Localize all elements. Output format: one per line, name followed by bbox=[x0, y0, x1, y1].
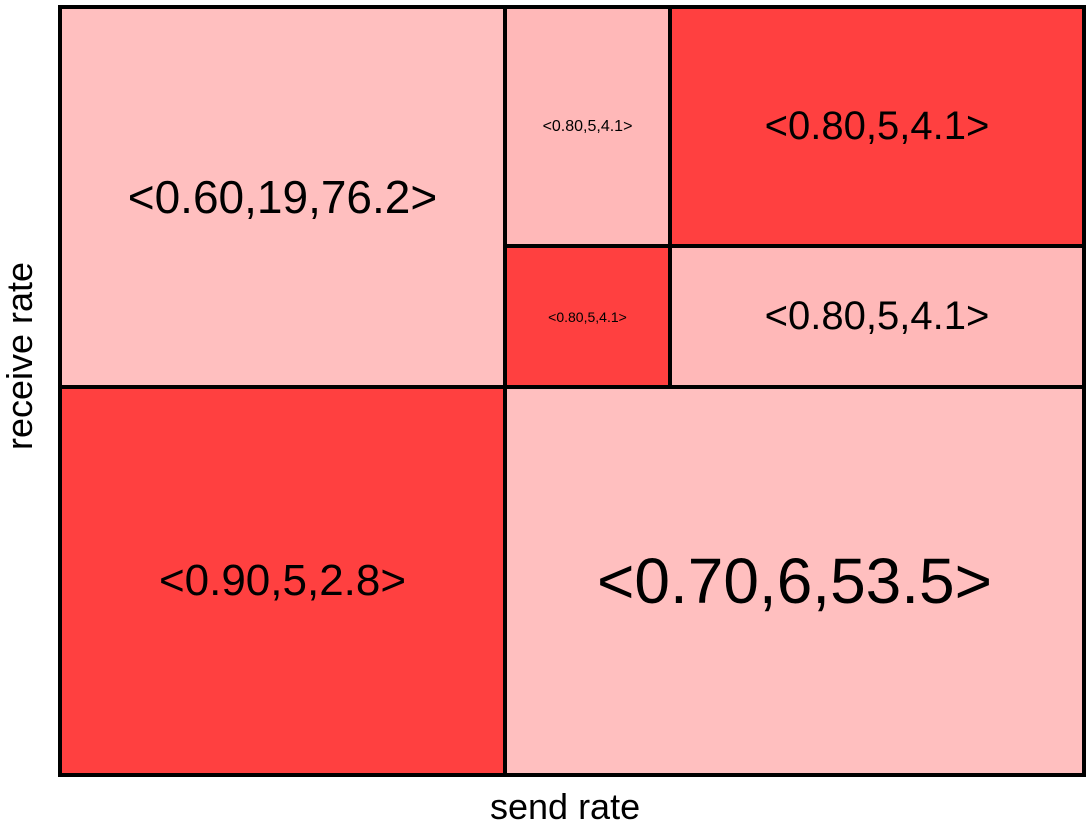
cell-top-right-lower: <0.80,5,4.1> bbox=[668, 244, 1086, 389]
cell-top-left: <0.60,19,76.2> bbox=[58, 5, 507, 389]
cell-label: <0.80,5,4.1> bbox=[764, 294, 990, 338]
y-axis-label: receive rate bbox=[0, 261, 40, 451]
cell-label: <0.80,5,4.1> bbox=[764, 104, 990, 148]
cell-top-mid-lower: <0.80,5,4.1> bbox=[503, 244, 672, 389]
plot-area: <0.60,19,76.2> <0.80,5,4.1> <0.80,5,4.1>… bbox=[58, 5, 1086, 777]
cell-label: <0.90,5,2.8> bbox=[158, 556, 407, 605]
cell-bottom-right: <0.70,6,53.5> bbox=[503, 385, 1086, 777]
cell-label: <0.80,5,4.1> bbox=[548, 308, 627, 325]
cell-top-right-upper: <0.80,5,4.1> bbox=[668, 5, 1086, 248]
cell-label: <0.60,19,76.2> bbox=[127, 171, 438, 223]
cell-label: <0.80,5,4.1> bbox=[542, 117, 633, 135]
cell-top-mid-upper: <0.80,5,4.1> bbox=[503, 5, 672, 248]
x-axis-label: send rate bbox=[490, 786, 641, 827]
cell-label: <0.70,6,53.5> bbox=[596, 545, 993, 617]
cell-bottom-left: <0.90,5,2.8> bbox=[58, 385, 507, 777]
